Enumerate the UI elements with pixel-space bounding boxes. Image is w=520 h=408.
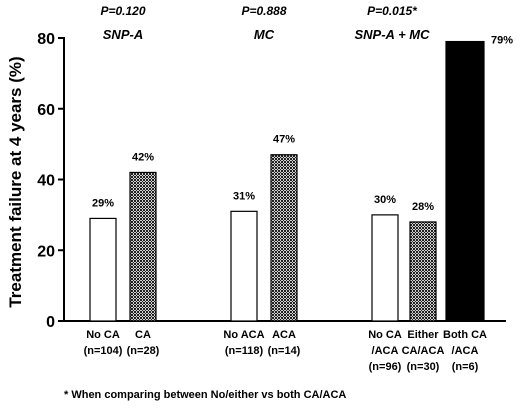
bar-value-label: 28% — [412, 201, 434, 213]
y-axis: 0 20 40 60 80 — [37, 31, 65, 331]
footnote: * When comparing between No/either vs bo… — [64, 389, 346, 401]
category-label: Both CA — [443, 329, 487, 341]
group-pvalue: P=0.015* — [367, 4, 418, 18]
category-label: (n=118) — [225, 345, 264, 357]
category-label: No ACA — [223, 329, 264, 341]
labels: P=0.120 SNP-A 29% No CA (n=104) 42% CA (n=28) P=… — [84, 4, 514, 373]
y-tick-label: 80 — [37, 31, 55, 48]
category-label: /ACA — [372, 345, 399, 357]
bar — [371, 214, 399, 322]
y-tick-label: 20 — [37, 243, 55, 260]
y-axis-label: Treatment failure at 4 years (%) — [6, 56, 25, 307]
y-tick-label: 0 — [46, 314, 55, 331]
bar — [270, 154, 298, 322]
bar — [230, 210, 258, 322]
category-label: (n=28) — [127, 345, 160, 357]
category-label: (n=6) — [452, 361, 479, 373]
bar — [445, 40, 485, 322]
category-label: (n=30) — [407, 361, 440, 373]
group-label: MC — [254, 27, 275, 42]
bar-value-label: 30% — [374, 194, 396, 206]
bars — [89, 40, 485, 322]
y-tick-label: 60 — [37, 102, 55, 119]
group-pvalue: P=0.888 — [241, 4, 286, 18]
bar-value-label: 47% — [273, 134, 295, 146]
category-label: No CA — [368, 329, 402, 341]
category-label: (n=96) — [369, 361, 402, 373]
category-label: (n=104) — [84, 345, 123, 357]
category-label: CA — [135, 329, 151, 341]
category-label: (n=14) — [268, 345, 301, 357]
bar-value-label: 42% — [132, 151, 154, 163]
group-label: SNP-A — [103, 27, 143, 42]
bar — [409, 221, 437, 322]
bar-value-label: 29% — [92, 197, 114, 209]
group-label: SNP-A + MC — [355, 27, 431, 42]
y-tick-label: 40 — [37, 173, 55, 190]
category-label: /ACA — [452, 345, 479, 357]
category-label: No CA — [86, 329, 120, 341]
bar — [89, 217, 117, 322]
bar-value-label: 79% — [491, 35, 513, 47]
category-label: CA/ACA — [402, 345, 445, 357]
bar-value-label: 31% — [233, 190, 255, 202]
category-label: Either — [407, 329, 439, 341]
category-label: ACA — [272, 329, 296, 341]
bar — [129, 171, 157, 322]
group-pvalue: P=0.120 — [100, 4, 145, 18]
